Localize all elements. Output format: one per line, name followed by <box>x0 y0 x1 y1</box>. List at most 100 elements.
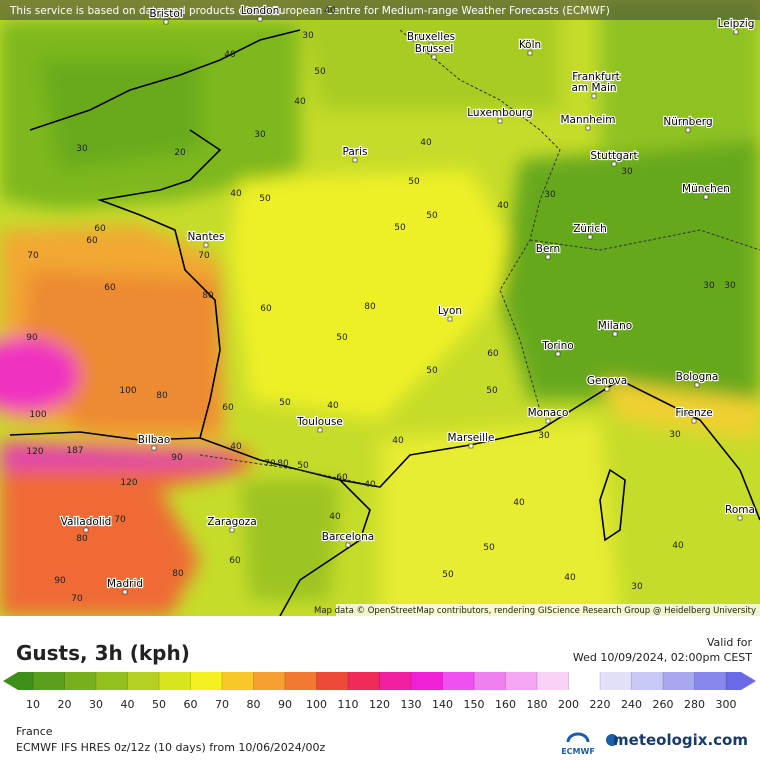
model: ECMWF IFS HRES 0z/12z (10 days) from 10/… <box>16 741 326 754</box>
city-label: Roma <box>725 504 755 516</box>
tick-label: 60 <box>184 698 198 711</box>
colorbar-cell <box>568 672 600 690</box>
city-label: Luxembourg <box>467 107 532 119</box>
contour-label: 40 <box>324 6 336 16</box>
colorbar-cell <box>190 672 222 690</box>
colorbar-cell <box>379 672 411 690</box>
colorbar-cell <box>33 672 65 690</box>
contour-label: 30 <box>76 144 88 154</box>
contour-label: 20 <box>174 148 186 158</box>
ecmwf-text: ECMWF <box>561 747 595 756</box>
tick-label: 150 <box>464 698 485 711</box>
city-dot <box>447 316 453 322</box>
city-dot <box>545 418 551 424</box>
tick-label: 300 <box>716 698 737 711</box>
tick-label: 50 <box>152 698 166 711</box>
city-dot <box>737 515 743 521</box>
contour-label: 40 <box>672 541 684 551</box>
city-label: Frankfurt <box>572 71 620 83</box>
tick-label: 240 <box>621 698 642 711</box>
city-label: Valladolid <box>61 516 112 528</box>
contour-label: 40 <box>327 401 339 411</box>
contour-label: 60 <box>336 473 348 483</box>
contour-label: 80 <box>364 302 376 312</box>
city-dot <box>545 254 551 260</box>
field <box>0 0 760 616</box>
tick-label: 130 <box>401 698 422 711</box>
contour-label: 30 <box>703 281 715 291</box>
contour-label: 60 <box>222 403 234 413</box>
contour-label: 40 <box>364 480 376 490</box>
city-dot <box>317 427 323 433</box>
contour-label: 50 <box>442 570 454 580</box>
contour-label: 70 <box>264 459 276 469</box>
colorbar-cell <box>285 672 317 690</box>
contour-label: 120 <box>26 447 43 457</box>
city-dot <box>83 527 89 533</box>
tick-label: 100 <box>306 698 327 711</box>
city-label: Mannheim <box>560 114 615 126</box>
colorbar-cell <box>505 672 537 690</box>
borders <box>199 29 760 488</box>
valid-time: Wed 10/09/2024, 02:00pm CEST <box>573 651 752 664</box>
contour-label: 50 <box>336 333 348 343</box>
city-dot <box>587 234 593 240</box>
colorbar-cell <box>253 672 285 690</box>
contour-label: 40 <box>392 436 404 446</box>
city-label: London <box>241 5 280 17</box>
city-dot <box>122 589 128 595</box>
city-dot <box>591 93 597 99</box>
colorbar-cell <box>18 672 33 690</box>
colorbar-cell <box>127 672 159 690</box>
city-label: Bern <box>536 243 560 255</box>
city-label: Bilbao <box>138 434 171 446</box>
coastlines <box>9 29 760 616</box>
contour-label: 80 <box>172 569 184 579</box>
city-label: Firenze <box>675 407 712 419</box>
contour-label: 100 <box>29 410 46 420</box>
colorbar-cell <box>222 672 254 690</box>
tick-label: 280 <box>684 698 705 711</box>
city-dot <box>468 443 474 449</box>
colorbar-end <box>741 672 756 690</box>
contour-label: 60 <box>94 224 106 234</box>
tick-label: 200 <box>558 698 579 711</box>
city-dot <box>229 527 235 533</box>
contour-label: 40 <box>513 498 525 508</box>
tick-label: 40 <box>121 698 135 711</box>
city-label: Marseille <box>448 432 495 444</box>
contour-label: 40 <box>497 201 509 211</box>
city-dot <box>593 82 599 88</box>
city-dot <box>352 157 358 163</box>
city-dot <box>163 19 169 25</box>
tick-label: 80 <box>247 698 261 711</box>
contour-label: 50 <box>426 211 438 221</box>
tick-label: 110 <box>338 698 359 711</box>
contour-label: 50 <box>394 223 406 233</box>
city-label: Monaco <box>528 407 569 419</box>
city-dot <box>694 382 700 388</box>
contour-label: 40 <box>420 138 432 148</box>
city-label: Lyon <box>438 305 462 317</box>
city-label: Barcelona <box>322 531 374 543</box>
contour-label: 70 <box>198 251 210 261</box>
city-label: Genova <box>587 375 627 387</box>
contour-label: 100 <box>119 386 136 396</box>
contour-label: 30 <box>254 130 266 140</box>
tick-label: 180 <box>527 698 548 711</box>
tick-label: 140 <box>432 698 453 711</box>
colorbar-cell <box>159 672 191 690</box>
colorbar-cell <box>348 672 380 690</box>
contour-label: 30 <box>302 31 314 41</box>
colorbar-cell <box>631 672 663 690</box>
tick-label: 20 <box>58 698 72 711</box>
contour-label: 30 <box>621 167 633 177</box>
contour-label: 30 <box>669 430 681 440</box>
brand[interactable]: meteologix.com <box>613 731 748 749</box>
colorbar-cell <box>316 672 348 690</box>
contour-label: 40 <box>230 189 242 199</box>
contour-label: 50 <box>426 366 438 376</box>
contour-label: 40 <box>329 512 341 522</box>
contour-label: 50 <box>297 461 309 471</box>
colorbar-cell <box>694 672 726 690</box>
